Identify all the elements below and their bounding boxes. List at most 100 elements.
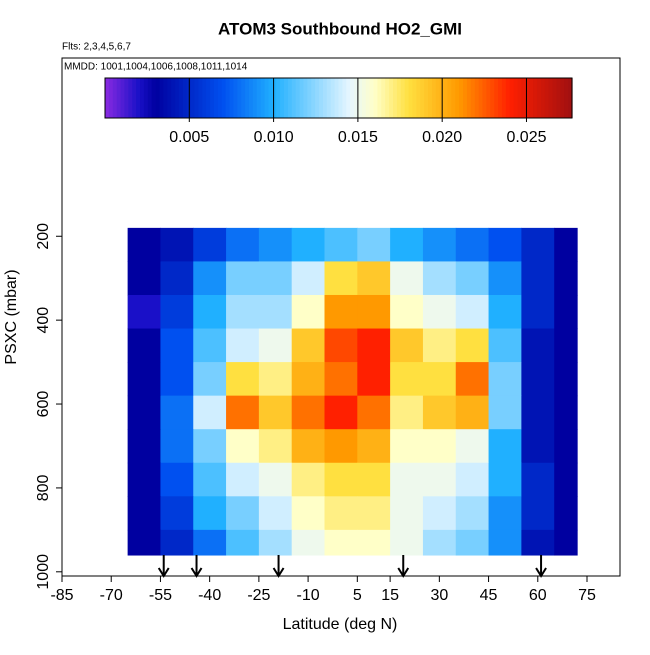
colorbar-segment: [319, 78, 324, 118]
heatmap-cell: [488, 462, 522, 497]
colorbar-segment: [291, 78, 297, 118]
colorbar-tick-label: 0.020: [422, 129, 462, 146]
arrow-head: [272, 567, 285, 578]
heatmap-cell: [258, 496, 293, 531]
colorbar-segment: [408, 78, 414, 118]
heatmap-cell: [390, 429, 424, 464]
colorbar-segment: [124, 78, 129, 118]
arrow: [535, 555, 547, 578]
heatmap-cell: [554, 395, 578, 430]
heatmap-cell: [521, 227, 555, 262]
heatmap-cell: [291, 227, 325, 262]
colorbar-segment: [299, 78, 305, 118]
heatmap-cell: [127, 294, 161, 330]
heatmap-cell: [422, 429, 457, 464]
colorbar-segment: [303, 78, 308, 118]
colorbar-segment: [396, 78, 402, 118]
x-tick-label: -55: [149, 587, 172, 604]
colorbar-tick-label: 0.010: [254, 129, 294, 146]
colorbar-segment: [350, 78, 355, 118]
y-tick-label: 200: [35, 223, 52, 250]
colorbar-segment: [505, 78, 511, 118]
heatmap-cell: [258, 227, 293, 262]
colorbar-segment: [175, 78, 180, 118]
colorbar-segment: [354, 78, 359, 118]
arrow-head: [535, 567, 547, 578]
heatmap-cell: [390, 529, 424, 556]
arrow: [397, 555, 410, 578]
heatmap-cell: [455, 462, 490, 497]
colorbar-segment: [194, 78, 199, 118]
heatmap-cell: [160, 529, 194, 556]
colorbar-segment: [447, 78, 452, 118]
heatmap-cell: [390, 395, 424, 430]
heatmap-cell: [488, 328, 522, 363]
colorbar-segment: [486, 78, 491, 118]
heatmap-cell: [226, 328, 260, 363]
colorbar-segment: [420, 78, 425, 118]
heatmap-cell: [422, 362, 457, 397]
colorbar-segment: [564, 78, 569, 118]
colorbar-segment: [455, 78, 460, 118]
heatmap-cell: [258, 462, 293, 497]
heatmap-cell: [324, 429, 358, 464]
heatmap-cell: [324, 227, 358, 262]
colorbar-segment: [389, 78, 394, 118]
colorbar-segment: [229, 78, 235, 118]
colorbar-segment: [276, 78, 281, 118]
arrow-head: [190, 567, 203, 578]
heatmap-cell: [324, 362, 358, 397]
colorbar-segment: [260, 78, 266, 118]
heatmap-cell: [258, 328, 293, 363]
heatmap-cell: [455, 328, 490, 363]
colorbar-frame: [104, 77, 573, 119]
heatmap-cell: [258, 529, 293, 556]
heatmap-cell: [357, 227, 391, 262]
heatmap-cell: [127, 261, 161, 296]
colorbar-segment: [280, 78, 285, 118]
colorbar-segment: [155, 78, 161, 118]
colorbar-segment: [330, 78, 336, 118]
heatmap-cell: [554, 227, 578, 262]
heatmap-cell: [258, 429, 293, 464]
colorbar-segment: [190, 78, 196, 118]
colorbar-segment: [494, 78, 499, 118]
heatmap-cell: [357, 261, 391, 296]
colorbar-segment: [143, 78, 149, 118]
heatmap-cell: [193, 261, 227, 296]
colorbar-segment: [264, 78, 270, 118]
colorbar-tick-label: 0.025: [506, 129, 546, 146]
heatmap-cell: [521, 261, 555, 296]
heatmap-cell: [357, 529, 391, 556]
colorbar-segment: [521, 78, 526, 118]
colorbar-segment: [529, 78, 534, 118]
heatmap-cell: [291, 328, 325, 363]
heatmap-cell: [127, 429, 161, 464]
heatmap-cell: [127, 462, 161, 497]
colorbar-segment: [536, 78, 542, 118]
y-tick-label: 800: [35, 474, 52, 501]
heatmap-cell: [160, 261, 194, 296]
heatmap-cell: [455, 496, 490, 531]
colorbar-segment: [470, 78, 476, 118]
colorbar-segment: [556, 78, 561, 118]
x-tick-label: -70: [100, 587, 123, 604]
heatmap-cell: [193, 227, 227, 262]
colorbar-segment: [392, 78, 398, 118]
heatmap-cell: [357, 362, 391, 397]
colorbar-segment: [466, 78, 472, 118]
colorbar-segment: [284, 78, 289, 118]
heatmap-cell: [422, 328, 457, 363]
heatmap-cell: [258, 294, 293, 330]
heatmap-cell: [324, 462, 358, 497]
colorbar-segment: [206, 78, 211, 118]
colorbar-segment: [517, 78, 523, 118]
heatmap-cell: [258, 261, 293, 296]
x-tick-label: 30: [430, 587, 448, 604]
colorbar-segment: [498, 78, 503, 118]
colorbar-segment: [431, 78, 437, 118]
arrow-head: [397, 567, 410, 578]
heatmap-cell: [488, 496, 522, 531]
colorbar-segment: [369, 78, 375, 118]
